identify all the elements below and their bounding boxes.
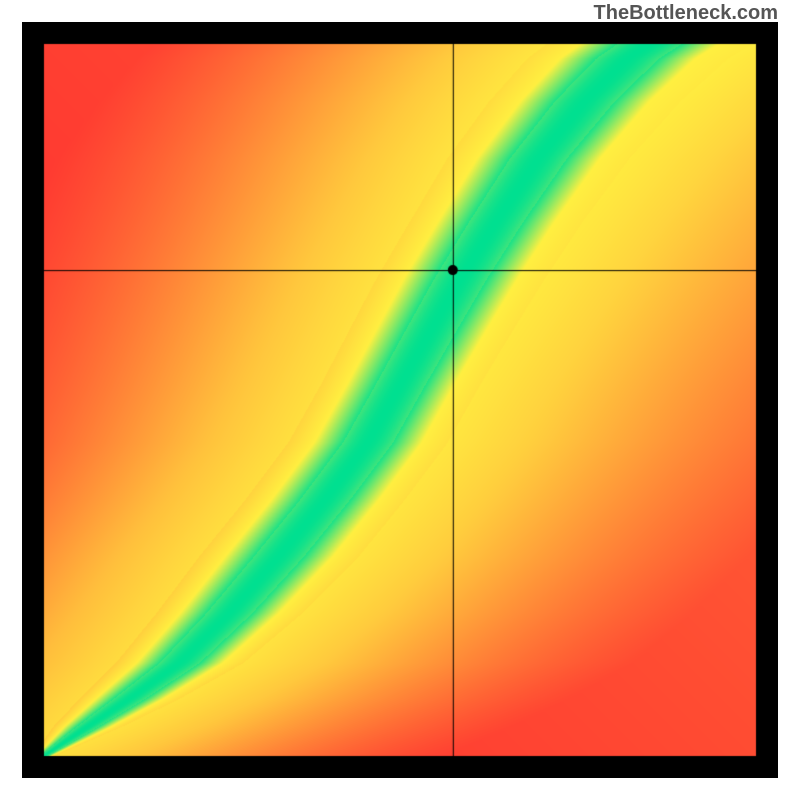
attribution-text: TheBottleneck.com <box>594 2 778 25</box>
chart-container: TheBottleneck.com <box>0 0 800 800</box>
chart-frame <box>22 22 778 778</box>
bottleneck-heatmap <box>22 22 778 778</box>
